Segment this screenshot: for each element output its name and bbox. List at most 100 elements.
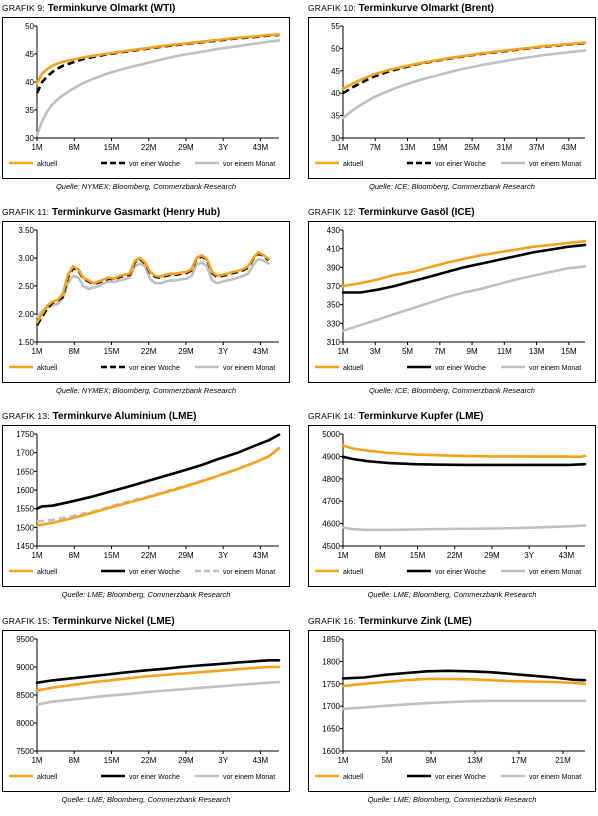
y-tick-label: 9500 — [16, 635, 34, 644]
y-tick-label: 310 — [327, 338, 341, 347]
y-tick-label: 1600 — [16, 486, 34, 495]
x-tick-label: 8M — [69, 551, 80, 560]
series-line-monat — [36, 448, 280, 523]
series-line-aktuell — [341, 677, 587, 688]
y-tick-label: 50 — [25, 22, 34, 31]
series-line-woche — [35, 433, 281, 510]
line-chart: 310 330 350 370 390 410 430 1M 3M 5M 7M 9M 11M 13M 15M… — [315, 226, 587, 372]
y-tick-label: 4600 — [322, 520, 340, 529]
x-tick-label: 1M — [337, 347, 348, 356]
chart-name: Terminkurve Aluminium (LME) — [52, 411, 197, 422]
y-tick-label: 45 — [331, 67, 340, 76]
legend-label-monat: vor einem Monat — [223, 161, 275, 168]
chart-number: GRAFIK 13: — [2, 411, 50, 421]
legend-label-aktuell: aktuell — [37, 161, 58, 168]
chart-source: Quelle: LME; Bloomberg, Commerzbank Rese… — [367, 795, 537, 804]
y-tick-label: 3.00 — [18, 254, 34, 263]
y-tick-label: 390 — [327, 263, 341, 272]
series-line-monat — [341, 699, 587, 711]
x-tick-label: 8M — [69, 347, 80, 356]
y-tick-label: 55 — [331, 22, 340, 31]
chart-source: Quelle: LME; Bloomberg, Commerzbank Rese… — [367, 590, 537, 599]
y-tick-label: 350 — [327, 301, 341, 310]
y-tick-label: 8000 — [16, 719, 34, 728]
x-tick-label: 43M — [253, 756, 269, 765]
y-tick-label: 4800 — [322, 475, 340, 484]
x-tick-label: 29M — [178, 756, 194, 765]
chart-panel-16: GRAFIK 16: Terminkurve Zink (LME) 1600 16… — [308, 616, 596, 816]
y-tick-label: 2.00 — [18, 310, 34, 319]
chart-title: GRAFIK 15: Terminkurve Nickel (LME) — [2, 616, 175, 627]
chart-source: Quelle: ICE; Bloomberg, Commerzbank Rese… — [369, 386, 535, 395]
chart-title: GRAFIK 11: Terminkurve Gasmarkt (Henry H… — [2, 207, 220, 218]
chart-frame: 1450 1500 1550 1600 1650 1700 1750 1M 8M 15M 22M 29… — [2, 425, 290, 587]
series-line-woche — [341, 669, 587, 682]
y-tick-label: 45 — [25, 50, 34, 59]
x-tick-label: 1M — [31, 347, 42, 356]
chart-source: Quelle: ICE; Bloomberg, Commerzbank Rese… — [369, 182, 535, 191]
y-tick-label: 1800 — [322, 657, 340, 666]
series-line-aktuell — [35, 251, 270, 324]
x-tick-label: 43M — [559, 551, 575, 560]
chart-frame: 1.50 2.00 2.50 3.00 3.50 1M 8M 15M 22M 29M 3Y 43M ak… — [2, 221, 290, 383]
x-tick-label: 3M — [370, 347, 381, 356]
x-tick-label: 15M — [104, 347, 120, 356]
x-tick-label: 1M — [337, 551, 348, 560]
y-tick-label: 370 — [327, 282, 341, 291]
legend-label-woche: vor einer Woche — [435, 569, 486, 576]
chart-frame: 30 35 40 45 50 55 1M 7M 13M 19M 25M 31M 37M 43M aktuel… — [308, 17, 596, 179]
y-tick-label: 1550 — [16, 505, 34, 514]
x-tick-label: 22M — [141, 551, 157, 560]
legend-label-aktuell: aktuell — [37, 569, 58, 576]
x-tick-label: 9M — [425, 756, 436, 765]
chart-name: Terminkurve Nickel (LME) — [52, 616, 175, 627]
x-tick-label: 1M — [337, 143, 348, 152]
x-tick-label: 8M — [69, 143, 80, 152]
legend-label-aktuell: aktuell — [343, 161, 364, 168]
chart-panel-9: GRAFIK 9: Terminkurve Olmarkt (WTI) 30 35… — [2, 3, 290, 203]
legend-label-woche: vor einer Woche — [129, 774, 180, 781]
x-tick-label: 43M — [253, 143, 269, 152]
chart-source: Quelle: LME; Bloomberg, Commerzbank Rese… — [61, 795, 231, 804]
series-line-monat — [341, 49, 587, 120]
x-tick-label: 13M — [400, 143, 416, 152]
x-tick-label: 1M — [337, 756, 348, 765]
chart-panel-12: GRAFIK 12: Terminkurve Gasöl (ICE) 310 33… — [308, 207, 596, 407]
x-tick-label: 15M — [104, 551, 120, 560]
chart-name: Terminkurve Gasöl (ICE) — [358, 207, 475, 218]
y-tick-label: 4700 — [322, 497, 340, 506]
y-tick-label: 8500 — [16, 691, 34, 700]
chart-number: GRAFIK 11: — [2, 207, 50, 217]
x-tick-label: 29M — [178, 551, 194, 560]
x-tick-label: 3Y — [218, 143, 228, 152]
line-chart: 1450 1500 1550 1600 1650 1700 1750 1M 8M 15M 22M 29… — [9, 430, 281, 576]
x-tick-label: 5M — [402, 347, 413, 356]
y-tick-label: 30 — [25, 134, 34, 143]
series-line-aktuell — [35, 446, 281, 527]
y-tick-label: 9000 — [16, 663, 34, 672]
series-line-monat — [35, 680, 281, 706]
x-tick-label: 43M — [561, 143, 577, 152]
x-tick-label: 7M — [434, 347, 445, 356]
series-line-woche — [35, 33, 280, 94]
chart-panel-14: GRAFIK 14: Terminkurve Kupfer (LME) 4500… — [308, 411, 596, 611]
chart-number: GRAFIK 15: — [2, 616, 50, 626]
series-line-aktuell — [35, 33, 281, 85]
y-tick-label: 50 — [331, 44, 340, 53]
y-tick-label: 35 — [25, 106, 34, 115]
series-line-aktuell — [341, 41, 587, 90]
y-tick-label: 1700 — [322, 702, 340, 711]
chart-source: Quelle: NYMEX; Bloomberg, Commerzbank Re… — [55, 386, 237, 395]
y-tick-label: 1600 — [322, 747, 340, 756]
y-tick-label: 5000 — [322, 430, 340, 439]
series-line-monat — [341, 524, 587, 532]
x-tick-label: 8M — [69, 756, 80, 765]
chart-title: GRAFIK 16: Terminkurve Zink (LME) — [308, 616, 472, 627]
x-tick-label: 5M — [381, 756, 392, 765]
x-tick-label: 1M — [31, 143, 42, 152]
series-line-woche — [35, 659, 281, 684]
y-tick-label: 4500 — [322, 542, 340, 551]
y-tick-label: 35 — [331, 112, 340, 121]
series-line-woche — [341, 455, 587, 467]
y-tick-label: 2.50 — [18, 282, 34, 291]
